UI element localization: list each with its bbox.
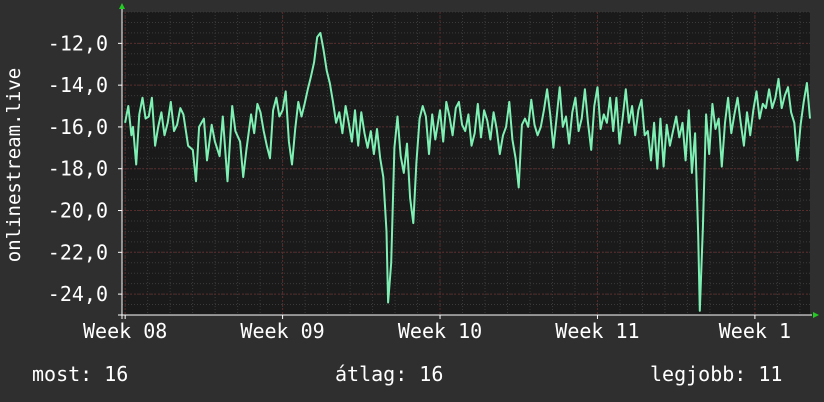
y-tick-label: -14,0 [48,73,108,97]
x-tick-label: Week 11 [555,319,639,343]
y-tick-label: -24,0 [48,282,108,306]
best-value: legjobb: 11 [650,362,783,386]
y-tick-label: -16,0 [48,115,108,139]
series [124,31,811,312]
current-value: most: 16 [32,362,129,386]
y-axis-arrow [119,3,125,9]
x-tick-label: Week 08 [83,319,167,343]
series-line [124,31,811,312]
axes [118,3,819,319]
y-axis-label: onlinestream.live [3,68,25,262]
average-value: átlag: 16 [335,362,444,386]
y-tick-label: -22,0 [48,240,108,264]
x-tick-label: Week 09 [240,319,324,343]
y-tick-label: -12,0 [48,31,108,55]
x-tick-label: Week 1 [719,319,791,343]
y-tick-label: -20,0 [48,199,108,223]
x-axis-arrow [813,312,819,318]
plot-area [122,12,810,315]
tick-labels: -12,0 -14,0 -16,0 -18,0 -20,0 -22,0 -24,0 Week … [48,31,791,343]
y-tick-label: -18,0 [48,157,108,181]
x-tick-label: Week 10 [398,319,482,343]
